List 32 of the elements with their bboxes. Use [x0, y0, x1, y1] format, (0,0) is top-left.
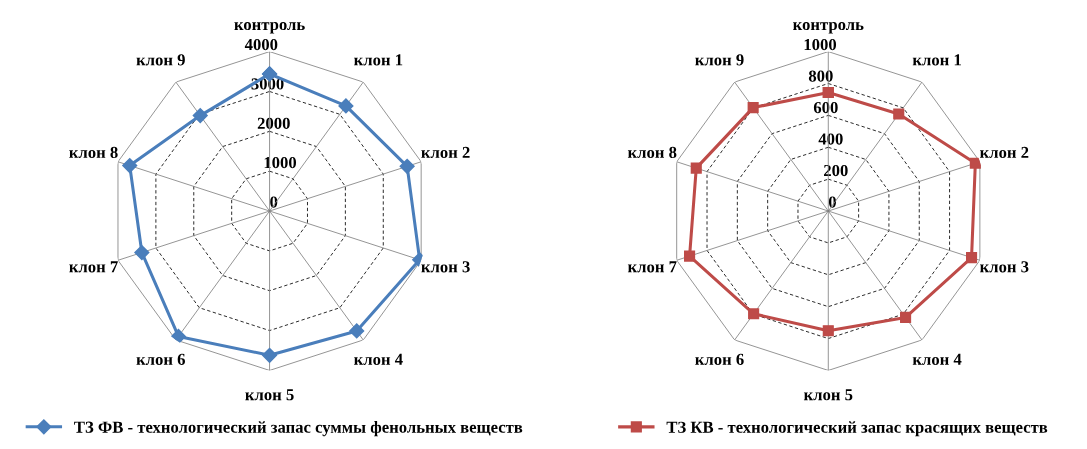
- y-tick-label: 400: [818, 133, 843, 145]
- spoke-label: клон 4: [354, 353, 403, 365]
- spoke-label: клон 5: [245, 389, 294, 401]
- y-tick-label: 800: [808, 70, 833, 82]
- spoke-label: клон 6: [695, 353, 744, 365]
- legend-label: ТЗ ФВ - технологический запас суммы фенольных веществ: [74, 421, 523, 437]
- spoke-label: клон 2: [421, 146, 470, 159]
- y-tick-label: 600: [813, 101, 838, 114]
- spoke-label: клон 7: [69, 261, 118, 273]
- spoke-label: клон 7: [627, 261, 677, 273]
- y-tick-label: 1000: [264, 157, 297, 169]
- spoke-label: клон 4: [912, 353, 962, 365]
- y-tick-label: 1000: [804, 38, 837, 51]
- spoke-label: клон 6: [136, 353, 185, 365]
- spoke-label: клон 9: [695, 54, 744, 66]
- spoke-label: контроль: [234, 22, 305, 34]
- legend-label: ТЗ КВ - технологический запас красящих веществ: [666, 421, 1048, 437]
- spoke-label: клон 1: [912, 54, 961, 66]
- spoke-label: клон 9: [136, 54, 185, 66]
- spoke-label: клон 1: [354, 54, 403, 66]
- y-tick-label: 0: [828, 196, 836, 208]
- spoke-label: клон 3: [979, 261, 1029, 273]
- spoke-label: клон 8: [627, 146, 677, 159]
- spoke-label: клон 2: [979, 146, 1029, 159]
- y-tick-label: 200: [824, 164, 848, 177]
- y-tick-label: 2000: [257, 117, 290, 129]
- spoke-label: клон 3: [421, 261, 470, 273]
- y-tick-label: 0: [270, 196, 278, 208]
- y-tick-label: 4000: [244, 38, 278, 51]
- spoke-label: контроль: [793, 22, 864, 34]
- spoke-label: клон 8: [69, 146, 118, 159]
- spoke-label: клон 5: [803, 389, 853, 401]
